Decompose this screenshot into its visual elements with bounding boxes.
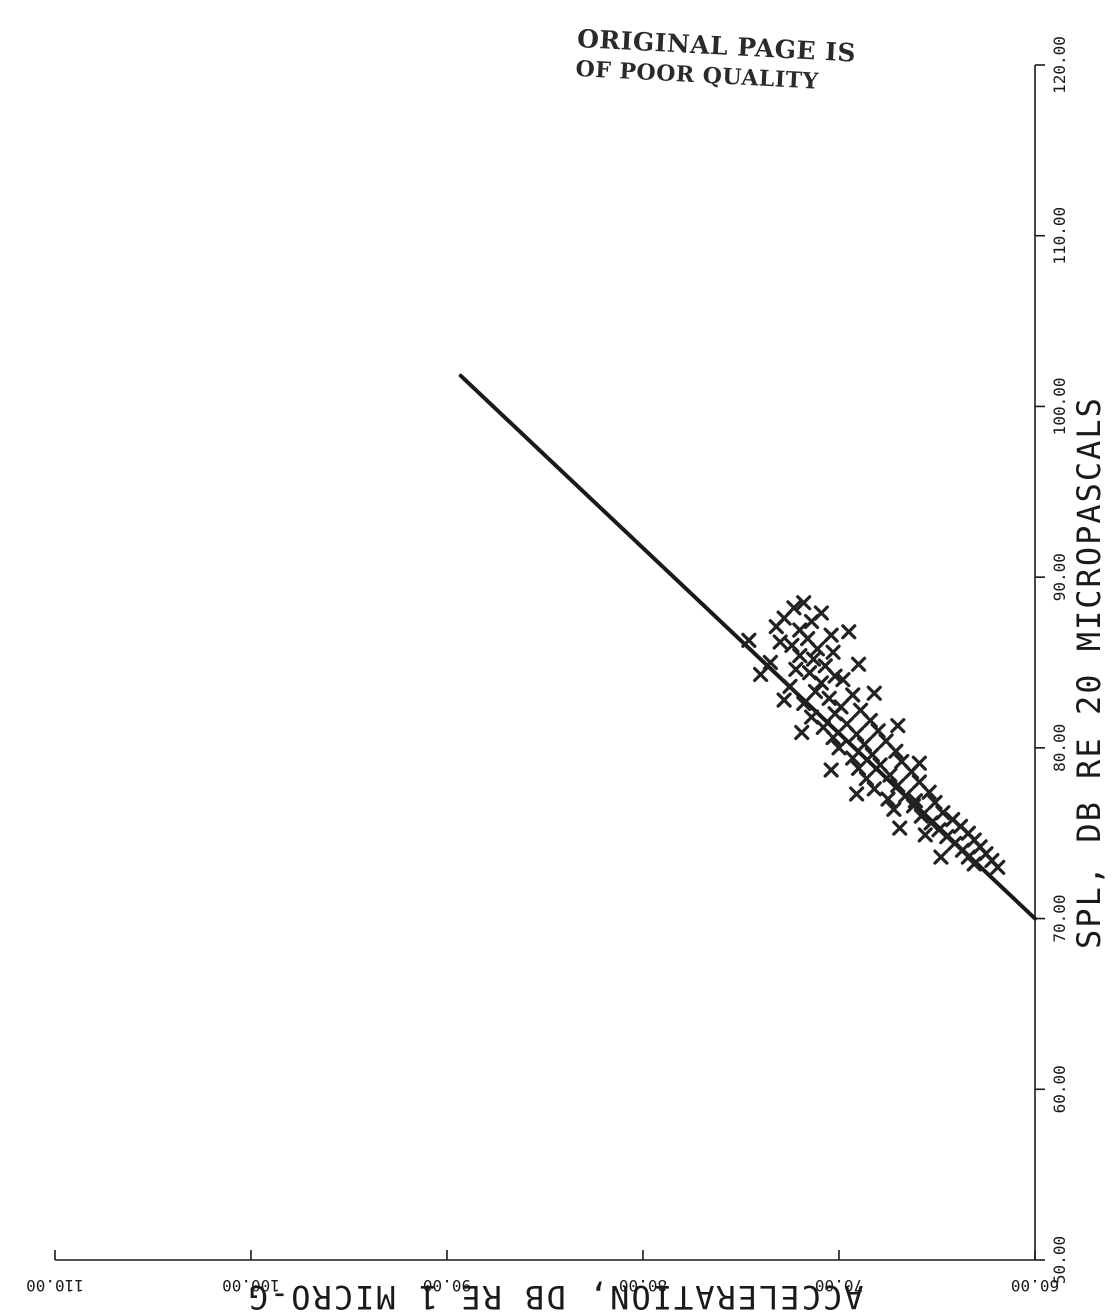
data-point-39 <box>831 740 847 756</box>
data-point-20 <box>835 671 851 688</box>
data-point-30 <box>803 709 820 725</box>
data-point-38 <box>856 736 873 753</box>
data-point-55 <box>927 794 943 811</box>
data-point-78 <box>890 718 906 734</box>
data-point-23 <box>807 683 824 700</box>
data-point-14 <box>805 651 822 667</box>
data-point-31 <box>862 712 878 729</box>
data-point-83 <box>753 666 769 683</box>
acceleration-tick-label-2: 80.00 <box>619 1276 667 1295</box>
data-point-12 <box>825 644 841 660</box>
data-point-29 <box>827 706 843 722</box>
data-point-48 <box>858 770 875 787</box>
data-point-47 <box>882 767 898 783</box>
data-point-21 <box>813 675 829 691</box>
data-point-42 <box>845 750 861 766</box>
data-point-84 <box>776 692 792 708</box>
data-point-74 <box>990 859 1006 875</box>
spl-tick-label-2: 70.00 <box>1050 894 1069 942</box>
data-point-19 <box>827 668 843 684</box>
data-point-87 <box>849 786 865 802</box>
data-point-4 <box>803 613 820 630</box>
data-point-52 <box>921 784 937 800</box>
acceleration-tick-label-3: 90.00 <box>423 1276 471 1295</box>
data-point-13 <box>792 648 808 664</box>
spl-tick-label-4: 90.00 <box>1050 553 1069 601</box>
axes-group <box>54 64 1045 1261</box>
data-point-86 <box>823 762 839 778</box>
data-point-18 <box>802 665 818 681</box>
data-point-89 <box>933 849 949 865</box>
data-point-51 <box>866 781 882 797</box>
data-point-24 <box>845 687 861 703</box>
acceleration-tick-label-4: 100.00 <box>222 1276 280 1295</box>
spl-tick-label-7: 120.00 <box>1050 36 1069 94</box>
data-point-59 <box>913 808 929 824</box>
data-point-54 <box>880 791 896 807</box>
data-point-15 <box>762 654 778 671</box>
spl-tick-label-3: 80.00 <box>1050 724 1069 772</box>
data-point-53 <box>898 788 914 804</box>
data-point-77 <box>911 755 927 771</box>
data-point-76 <box>907 793 924 809</box>
data-point-85 <box>794 724 810 741</box>
data-point-17 <box>788 661 804 677</box>
acceleration-axis-title: ACCELERATION, DB RE 1 MICRO-G <box>247 1278 864 1315</box>
data-point-79 <box>866 685 882 701</box>
data-point-57 <box>886 801 902 817</box>
spl-tick-label-1: 60.00 <box>1050 1065 1069 1113</box>
data-point-73 <box>966 856 982 872</box>
acceleration-tick-label-0: 60.00 <box>1011 1276 1059 1295</box>
data-point-22 <box>782 678 798 694</box>
acceleration-tick-label-1: 70.00 <box>815 1276 863 1295</box>
acceleration-tick-label-5: 110.00 <box>26 1276 84 1295</box>
data-point-25 <box>821 690 837 706</box>
data-point-7 <box>823 627 839 643</box>
data-point-34 <box>870 723 886 739</box>
data-point-50 <box>890 777 906 794</box>
data-point-41 <box>864 747 880 763</box>
data-point-45 <box>851 760 867 776</box>
data-point-9 <box>772 634 788 650</box>
data-point-5 <box>768 619 784 635</box>
data-point-36 <box>825 730 841 746</box>
data-point-10 <box>784 637 800 654</box>
data-point-58 <box>935 805 951 821</box>
data-point-40 <box>888 743 904 759</box>
data-point-88 <box>892 820 908 836</box>
data-point-0 <box>796 595 812 611</box>
axis-labels-group: 50.0060.0070.0080.0090.00100.00110.00120… <box>26 36 1108 1315</box>
data-points-group <box>741 595 1006 875</box>
data-point-26 <box>796 695 812 712</box>
spl-axis-title: SPL, DB RE 20 MICROPASCALS <box>1070 396 1108 949</box>
spl-tick-label-0: 50.00 <box>1050 1236 1069 1284</box>
data-point-82 <box>741 632 757 648</box>
spl-tick-label-6: 110.00 <box>1050 207 1069 265</box>
data-point-35 <box>849 726 865 742</box>
data-point-75 <box>917 827 933 843</box>
data-point-81 <box>841 624 857 640</box>
data-point-11 <box>809 641 826 657</box>
data-point-80 <box>851 656 867 672</box>
spl-tick-label-5: 100.00 <box>1050 378 1069 436</box>
